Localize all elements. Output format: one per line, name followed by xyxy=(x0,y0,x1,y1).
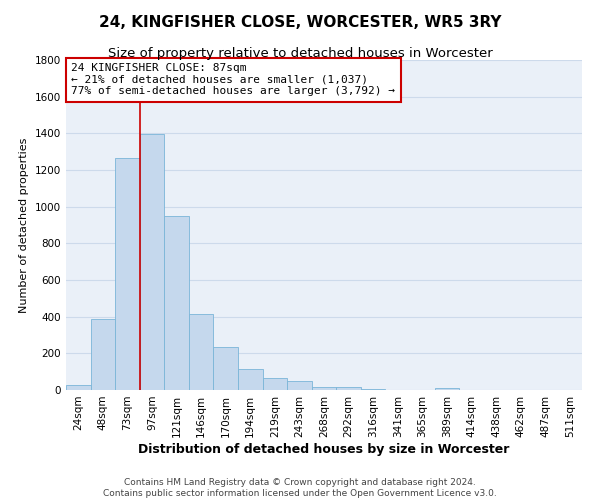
Bar xyxy=(312,387,336,390)
Bar xyxy=(361,389,385,390)
Text: 24, KINGFISHER CLOSE, WORCESTER, WR5 3RY: 24, KINGFISHER CLOSE, WORCESTER, WR5 3RY xyxy=(99,15,501,30)
Y-axis label: Number of detached properties: Number of detached properties xyxy=(19,138,29,312)
Bar xyxy=(140,134,164,390)
Bar xyxy=(189,314,214,390)
Bar xyxy=(66,386,91,390)
Bar xyxy=(115,158,140,390)
Bar xyxy=(263,378,287,390)
Bar xyxy=(214,347,238,390)
Text: Size of property relative to detached houses in Worcester: Size of property relative to detached ho… xyxy=(107,48,493,60)
Bar xyxy=(287,381,312,390)
Text: 24 KINGFISHER CLOSE: 87sqm
← 21% of detached houses are smaller (1,037)
77% of s: 24 KINGFISHER CLOSE: 87sqm ← 21% of deta… xyxy=(71,64,395,96)
Bar xyxy=(238,369,263,390)
X-axis label: Distribution of detached houses by size in Worcester: Distribution of detached houses by size … xyxy=(139,442,509,456)
Bar xyxy=(434,388,459,390)
Text: Contains HM Land Registry data © Crown copyright and database right 2024.
Contai: Contains HM Land Registry data © Crown c… xyxy=(103,478,497,498)
Bar xyxy=(91,318,115,390)
Bar xyxy=(164,216,189,390)
Bar xyxy=(336,387,361,390)
